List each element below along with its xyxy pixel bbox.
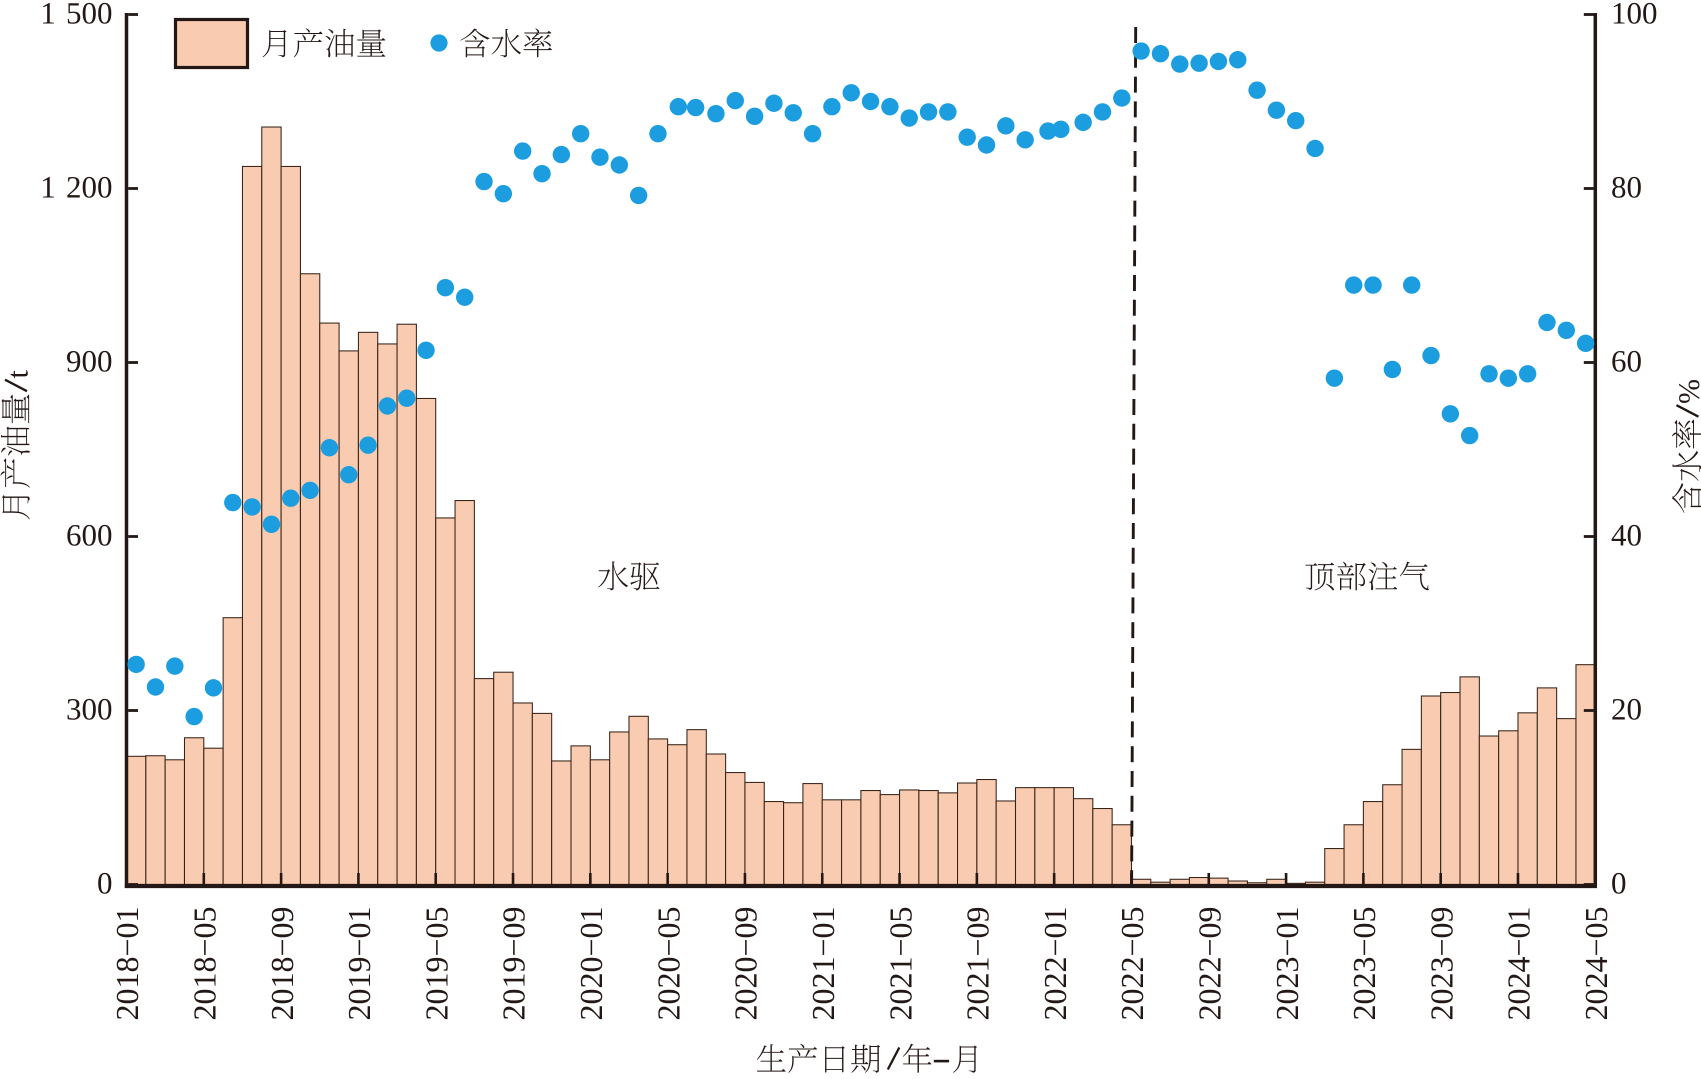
svg-text:900: 900	[66, 343, 113, 378]
svg-text:2019−01: 2019−01	[341, 906, 377, 1020]
svg-text:2018−01: 2018−01	[109, 906, 145, 1020]
svg-text:2020−01: 2020−01	[573, 906, 609, 1020]
svg-text:1 500: 1 500	[40, 0, 112, 30]
svg-text:%: %	[1673, 379, 1701, 404]
svg-text:1 200: 1 200	[40, 169, 112, 204]
svg-text:2024−01: 2024−01	[1501, 906, 1537, 1020]
svg-text:0: 0	[1611, 865, 1627, 900]
svg-text:2021−01: 2021−01	[805, 906, 841, 1020]
svg-text:300: 300	[66, 691, 113, 726]
svg-text:20: 20	[1611, 691, 1642, 726]
svg-text:2021−09: 2021−09	[960, 906, 996, 1020]
svg-text:2023−05: 2023−05	[1346, 906, 1382, 1020]
svg-text:2018−09: 2018−09	[264, 906, 300, 1020]
svg-text:40: 40	[1611, 517, 1642, 552]
svg-text:100: 100	[1611, 0, 1658, 30]
svg-text:2019−09: 2019−09	[496, 906, 532, 1020]
svg-text:600: 600	[66, 517, 113, 552]
svg-text:60: 60	[1611, 343, 1642, 378]
svg-text:2022−09: 2022−09	[1192, 906, 1228, 1020]
svg-text:t: t	[2, 370, 35, 379]
svg-text:2021−05: 2021−05	[882, 906, 918, 1020]
svg-text:2024−05: 2024−05	[1578, 906, 1614, 1020]
svg-text:2019−05: 2019−05	[418, 906, 454, 1020]
svg-text:2020−09: 2020−09	[728, 906, 764, 1020]
svg-text:2023−09: 2023−09	[1423, 906, 1459, 1020]
svg-text:2018−05: 2018−05	[187, 906, 223, 1020]
svg-text:80: 80	[1611, 169, 1642, 204]
svg-text:2020−05: 2020−05	[650, 906, 686, 1020]
svg-text:2022−01: 2022−01	[1037, 906, 1073, 1020]
svg-text:2022−05: 2022−05	[1114, 906, 1150, 1020]
svg-text:0: 0	[97, 865, 113, 900]
svg-text:2023−01: 2023−01	[1269, 906, 1305, 1020]
